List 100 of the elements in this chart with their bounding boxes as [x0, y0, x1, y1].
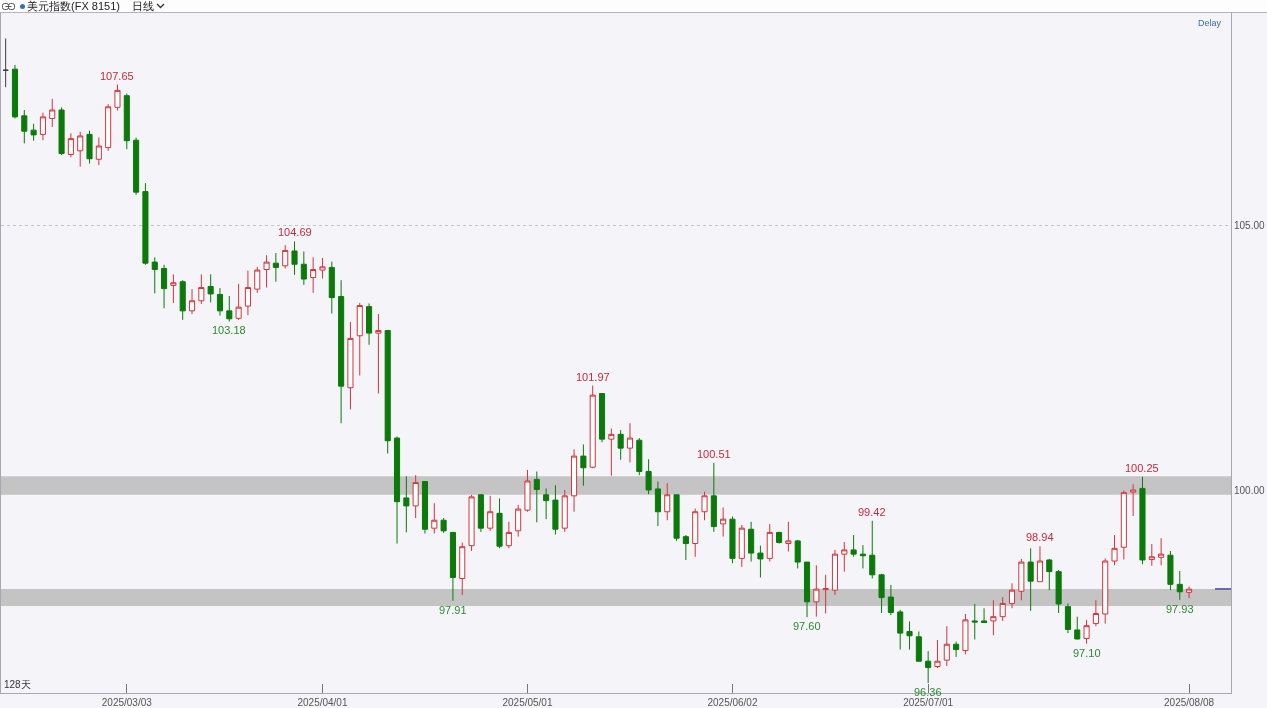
- candlestick: [636, 437, 643, 476]
- candlestick: [393, 435, 401, 545]
- candlestick: [757, 545, 764, 578]
- candlestick: [543, 487, 550, 520]
- candlestick: [39, 112, 46, 141]
- candlestick: [123, 93, 130, 150]
- annotation: Delay: [1198, 18, 1222, 28]
- candlestick: [785, 521, 792, 552]
- candlestick: [654, 481, 661, 527]
- candlestick: [822, 574, 829, 614]
- annotation: 97.93: [1166, 603, 1194, 615]
- candlestick: [897, 609, 904, 651]
- candlestick: [449, 531, 456, 602]
- y-tick-label: 105.00: [1234, 219, 1266, 231]
- candlestick: [692, 508, 699, 558]
- candlestick: [477, 493, 484, 533]
- candlestick: [813, 564, 820, 618]
- candlestick: [934, 639, 941, 669]
- annotation: 101.97: [576, 371, 610, 383]
- x-tick-label: 2025/07/01: [903, 697, 954, 708]
- candlestick: [1074, 616, 1081, 640]
- annotation: 100.25: [1125, 462, 1159, 474]
- candlestick: [21, 109, 28, 144]
- annotation: 98.94: [1026, 531, 1054, 543]
- annotation: 96.36: [914, 686, 942, 698]
- candlestick: [561, 489, 568, 533]
- candlestick: [282, 244, 289, 269]
- candlestick: [1102, 557, 1109, 625]
- chart-title: 美元指数(FX 8151): [27, 0, 120, 13]
- candlestick: [356, 302, 363, 377]
- candlestick: [776, 531, 783, 545]
- candlestick: [710, 462, 717, 533]
- candlestick: [272, 252, 279, 283]
- candlestick: [142, 182, 149, 266]
- candlestick: [1064, 602, 1071, 634]
- candlestick: [1167, 550, 1174, 591]
- candlestick: [803, 561, 811, 618]
- candlestick: [887, 584, 894, 616]
- candlestick: [552, 484, 559, 536]
- candlestick: [487, 495, 494, 532]
- candlestick: [1130, 483, 1137, 517]
- candlestick: [971, 603, 978, 640]
- candlestick: [384, 329, 391, 454]
- candlestick: [580, 443, 587, 487]
- candlestick: [533, 470, 540, 523]
- candlestick: [1036, 545, 1044, 583]
- annotation: 99.42: [858, 506, 886, 518]
- candlestick: [198, 273, 205, 305]
- x-tick-label: 2025/06/02: [707, 697, 758, 708]
- candlestick: [1176, 570, 1183, 601]
- candlestick: [95, 137, 102, 166]
- candlestick: [468, 494, 475, 552]
- candlestick: [347, 321, 354, 410]
- candlestick: [133, 137, 140, 196]
- candlestick: [170, 273, 177, 304]
- candlestick: [701, 491, 708, 521]
- candlestick: [161, 264, 168, 309]
- candlestick: [1046, 558, 1053, 591]
- candlestick: [571, 448, 578, 513]
- candlestick: [1111, 534, 1118, 566]
- candlestick: [1092, 599, 1099, 627]
- x-tick-label: 2025/03/03: [101, 697, 153, 708]
- candlestick: [1083, 619, 1090, 645]
- candlestick: [608, 428, 615, 477]
- candlestick: [981, 607, 988, 624]
- candlestick: [766, 523, 773, 563]
- candlestick: [86, 130, 93, 165]
- annotation: 100.51: [697, 448, 731, 460]
- candlestick: [524, 469, 531, 513]
- candlestick: [263, 254, 270, 289]
- candlestick: [179, 279, 186, 321]
- candlestick: [151, 256, 158, 294]
- candlestick: [300, 251, 307, 286]
- candlestick: [626, 422, 634, 463]
- candlestick: [1027, 547, 1034, 612]
- candlestick: [748, 521, 755, 563]
- candlestick: [729, 516, 736, 564]
- candlestick: [738, 524, 745, 568]
- candlestick: [850, 534, 857, 558]
- candlestick: [859, 544, 866, 569]
- candlestick: [440, 517, 447, 534]
- candlestick: [188, 288, 196, 315]
- candlestick: [207, 273, 214, 303]
- x-tick-label: 2025/04/01: [297, 697, 348, 708]
- candlestick: [1186, 585, 1193, 599]
- candlestick: [244, 270, 251, 316]
- candlestick: [412, 474, 419, 519]
- candlestick: [990, 599, 997, 636]
- candlestick: [515, 504, 522, 538]
- annotation: 97.10: [1073, 647, 1101, 659]
- candlestick: [114, 84, 121, 112]
- candlestick: [1158, 537, 1165, 566]
- candlestick: [11, 64, 19, 119]
- candlestick: [49, 98, 56, 128]
- candlestick: [682, 534, 689, 561]
- candlestick: [673, 494, 680, 542]
- candlestick: [67, 132, 74, 158]
- candlestick: [403, 475, 410, 533]
- candlestick: [953, 641, 960, 658]
- candlestick: [915, 631, 922, 663]
